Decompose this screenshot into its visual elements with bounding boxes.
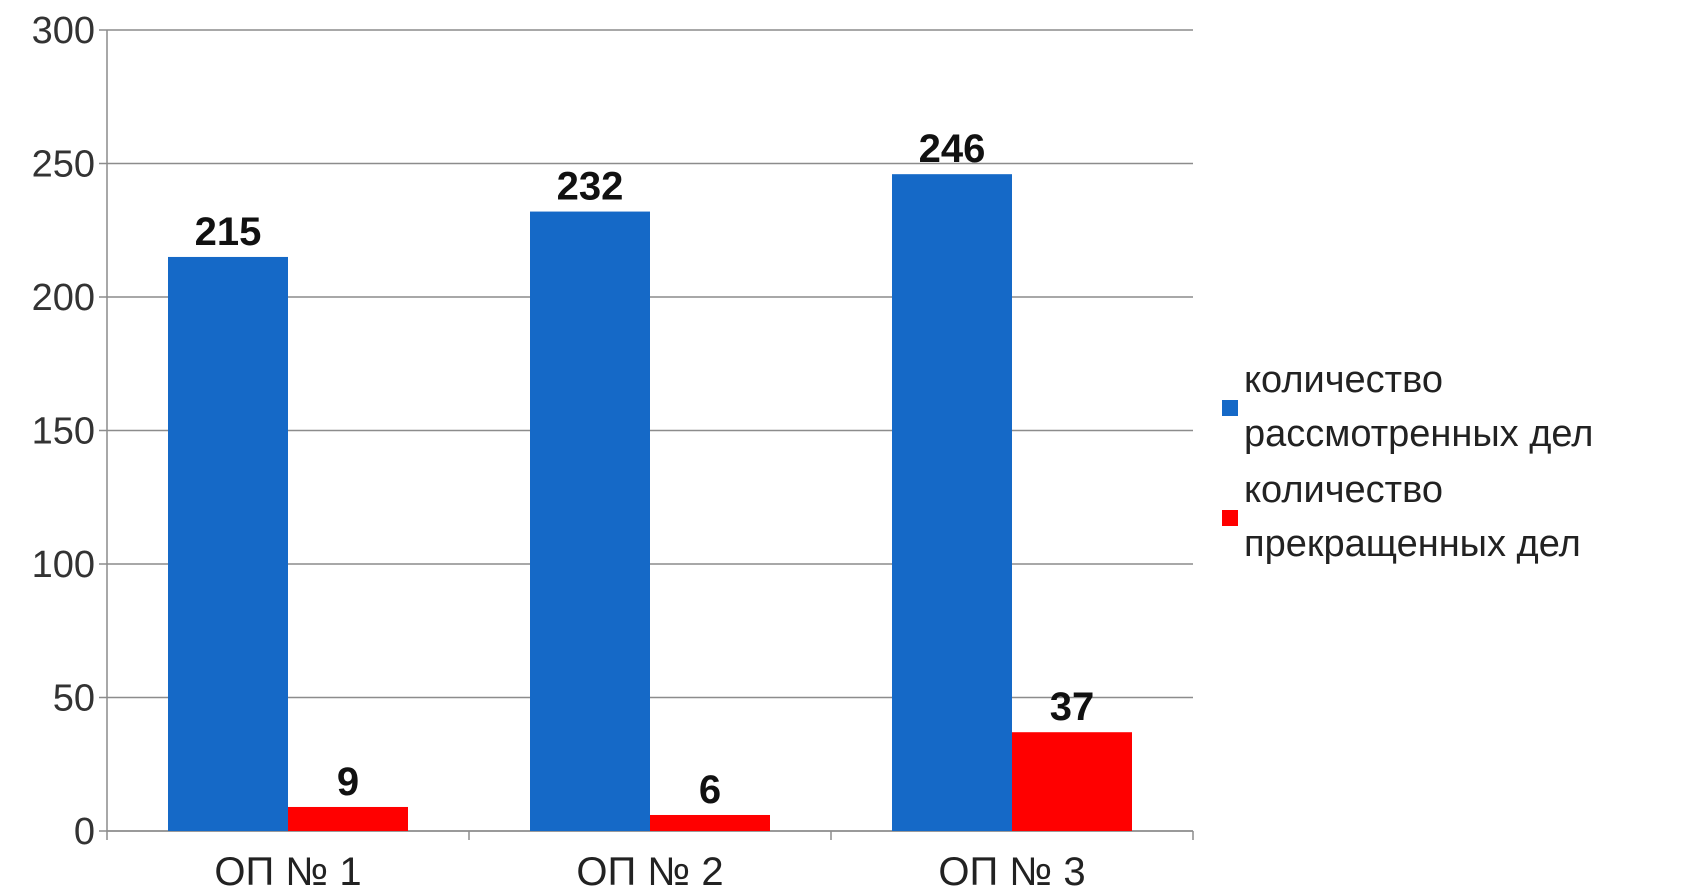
x-axis: ОП № 1 ОП № 2 ОП № 3 <box>106 830 1194 891</box>
bar-considered <box>168 256 288 831</box>
data-label: 232 <box>557 165 624 209</box>
data-label: 246 <box>919 127 986 171</box>
legend-label: количество <box>1244 469 1443 511</box>
data-label: 215 <box>195 210 262 254</box>
legend: количество рассмотренных дел количество пре… <box>1222 359 1593 565</box>
bar-terminated <box>650 814 770 831</box>
y-tick-label: 100 <box>32 544 95 586</box>
y-tick-label: 300 <box>32 10 95 52</box>
y-axis: 0 50 100 150 200 250 300 <box>32 10 108 853</box>
y-tick-label: 150 <box>32 411 95 453</box>
bars <box>168 174 1132 831</box>
data-label: 9 <box>337 760 359 804</box>
legend-label: рассмотренных дел <box>1244 413 1593 455</box>
y-tick-label: 250 <box>32 144 95 186</box>
bar-terminated <box>288 806 408 831</box>
x-tick-label: ОП № 1 <box>214 850 361 891</box>
y-tick-label: 0 <box>74 811 95 853</box>
data-label: 37 <box>1050 685 1095 729</box>
bar-terminated <box>1012 732 1132 831</box>
legend-label: количество <box>1244 359 1443 401</box>
bar-considered <box>530 211 650 831</box>
y-tick-label: 50 <box>53 678 95 720</box>
data-label: 6 <box>699 768 721 812</box>
data-labels: 215 9 232 6 246 37 <box>195 127 1095 812</box>
bar-considered <box>892 174 1012 831</box>
x-tick-label: ОП № 3 <box>938 850 1085 891</box>
x-tick-label: ОП № 2 <box>576 850 723 891</box>
legend-label: прекращенных дел <box>1244 523 1581 565</box>
legend-swatch <box>1222 510 1238 526</box>
y-tick-label: 200 <box>32 277 95 319</box>
legend-swatch <box>1222 400 1238 416</box>
